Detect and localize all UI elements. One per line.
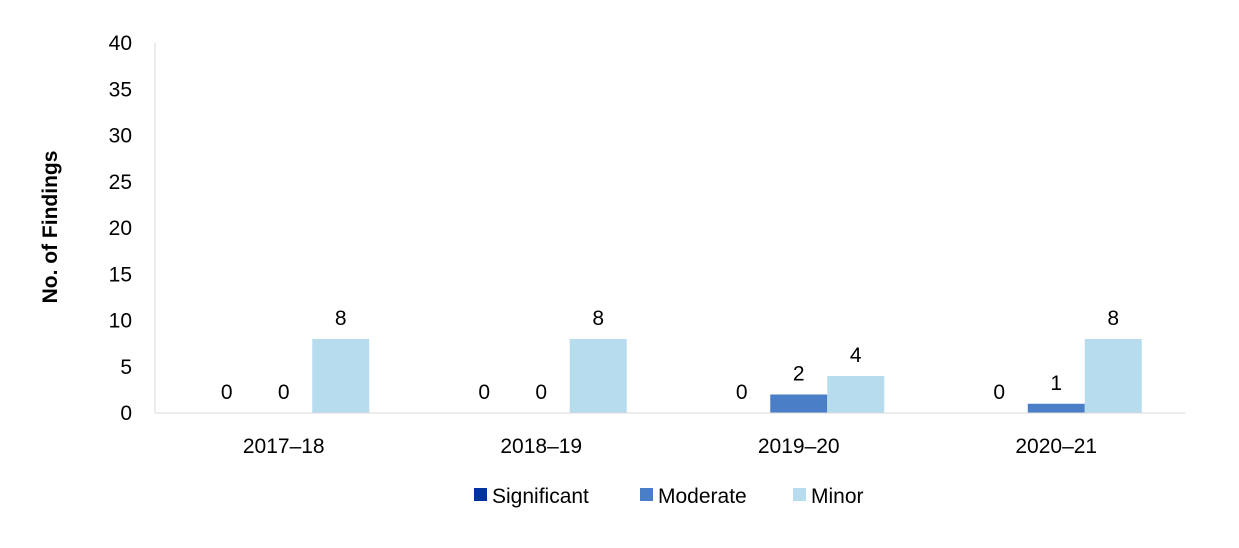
data-label: 8	[1107, 307, 1119, 330]
x-category-label: 2017–18	[243, 435, 325, 458]
data-label: 4	[850, 344, 862, 367]
bar-moderate	[1027, 403, 1085, 413]
y-tick-label: 35	[109, 78, 132, 101]
data-label: 0	[478, 381, 490, 404]
legend: Significant Moderate Minor	[474, 485, 864, 508]
bar-minor	[1084, 339, 1142, 413]
legend-swatch-moderate	[640, 488, 653, 501]
x-category-label: 2019–20	[758, 435, 840, 458]
y-tick-label: 25	[109, 171, 132, 194]
legend-swatch-significant	[474, 488, 487, 501]
bars-group	[312, 339, 1142, 413]
legend-label-significant: Significant	[492, 485, 589, 508]
data-label: 2	[793, 363, 805, 386]
y-axis-title: No. of Findings	[39, 151, 62, 304]
data-label: 0	[736, 381, 748, 404]
y-tick-label: 5	[120, 356, 132, 379]
y-tick-label: 10	[109, 310, 132, 333]
legend-label-minor: Minor	[811, 485, 864, 508]
y-tick-label: 40	[109, 32, 132, 55]
bar-moderate	[770, 394, 828, 413]
data-label: 1	[1050, 372, 1062, 395]
y-axis-ticks: 0 5 10 15 20 25 30 35 40	[109, 32, 132, 425]
y-tick-label: 0	[120, 402, 132, 425]
bar-minor	[827, 376, 885, 413]
legend-swatch-minor	[793, 488, 806, 501]
bar-minor	[569, 339, 627, 413]
data-label: 8	[592, 307, 604, 330]
x-category-label: 2018–19	[500, 435, 582, 458]
data-label: 0	[221, 381, 233, 404]
y-tick-label: 30	[109, 125, 132, 148]
data-labels-group: 0 0 8 0 0 8 0 2 4 0 1 8	[221, 307, 1119, 404]
bar-minor	[312, 339, 370, 413]
data-label: 8	[335, 307, 347, 330]
data-label: 0	[993, 381, 1005, 404]
legend-label-moderate: Moderate	[658, 485, 747, 508]
y-tick-label: 15	[109, 263, 132, 286]
x-axis-category-labels: 2017–18 2018–19 2019–20 2020–21	[243, 435, 1097, 458]
x-category-label: 2020–21	[1015, 435, 1097, 458]
data-label: 0	[535, 381, 547, 404]
data-label: 0	[278, 381, 290, 404]
y-tick-label: 20	[109, 217, 132, 240]
